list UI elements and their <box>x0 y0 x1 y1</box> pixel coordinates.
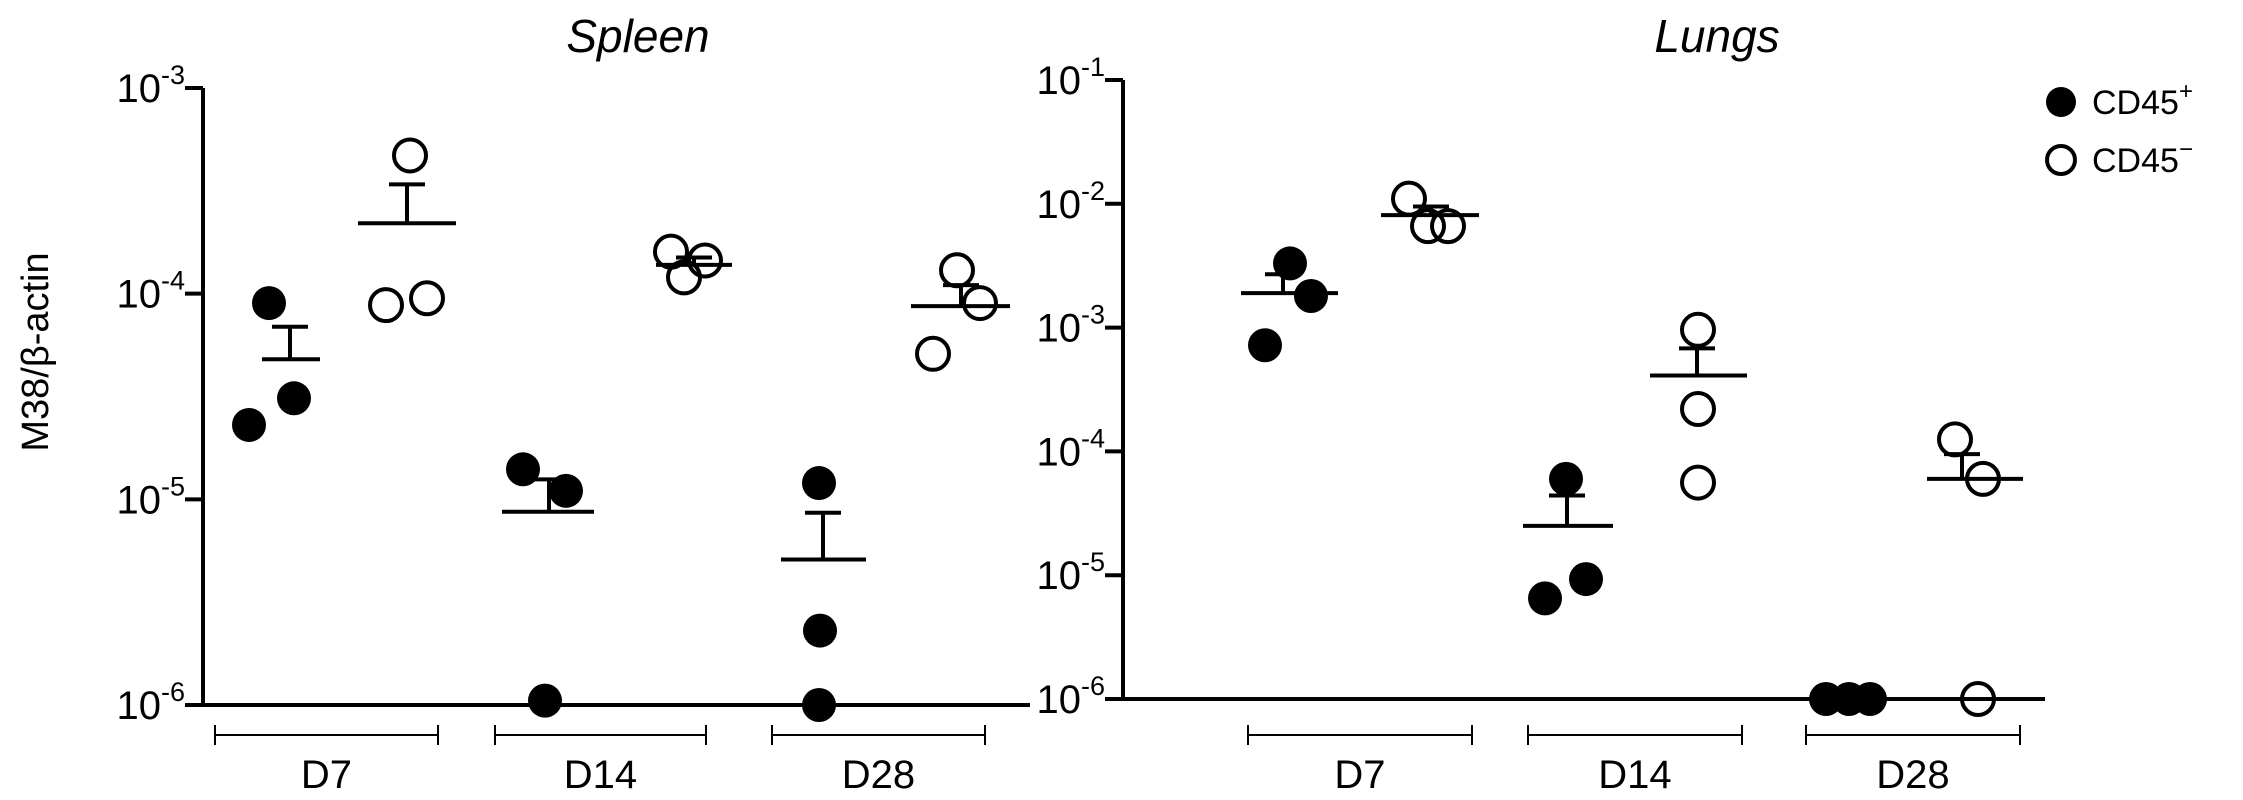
category-label: D14 <box>1598 753 1671 797</box>
y-tick-label: 10-5 <box>1036 547 1105 598</box>
data-point-cd45-neg <box>1965 460 2001 497</box>
y-tick-label: 10-2 <box>1036 176 1105 227</box>
data-point-cd45-neg <box>1680 391 1716 428</box>
data-point-cd45-pos <box>1809 682 1843 716</box>
y-tick-label: 10-3 <box>116 60 185 111</box>
y-axis-label: M38/β-actin <box>15 252 57 451</box>
chart-title: Spleen <box>566 10 709 62</box>
y-tick-label: 10-4 <box>1036 423 1105 474</box>
legend-item-cd45-pos: CD45+ <box>2046 78 2193 122</box>
category-label: D7 <box>301 753 352 797</box>
data-point-cd45-neg <box>939 252 975 289</box>
chart-title: Lungs <box>1654 10 1779 62</box>
data-point-cd45-pos <box>232 407 266 442</box>
legend: CD45+ CD45− <box>2045 78 2193 180</box>
data-point-cd45-pos <box>252 286 286 321</box>
category-label: D14 <box>564 753 637 797</box>
data-point-cd45-neg <box>1680 311 1716 348</box>
y-tick-label: 10-5 <box>116 471 185 522</box>
data-point-cd45-neg <box>409 280 445 317</box>
data-point-cd45-neg <box>1680 464 1716 501</box>
data-point-cd45-pos <box>1528 581 1562 616</box>
data-point-cd45-neg <box>1937 421 1973 458</box>
data-point-cd45-pos <box>528 683 562 718</box>
data-point-cd45-pos <box>549 473 583 508</box>
legend-label: CD45+ <box>2092 78 2193 122</box>
data-point-cd45-pos <box>802 688 836 722</box>
y-tick-label: 10-6 <box>1036 671 1105 722</box>
data-point-cd45-pos <box>803 613 837 648</box>
legend-item-cd45-neg: CD45− <box>2045 136 2193 180</box>
y-tick-label: 10-4 <box>116 266 185 317</box>
data-point-cd45-pos <box>1853 682 1887 716</box>
data-point-cd45-pos <box>277 381 311 416</box>
legend-label: CD45− <box>2092 136 2193 180</box>
category-label: D28 <box>842 753 915 797</box>
data-point-cd45-pos <box>1273 246 1307 281</box>
y-tick-label: 10-3 <box>1036 300 1105 351</box>
data-point-cd45-pos <box>506 452 540 487</box>
category-label: D28 <box>1876 753 1949 797</box>
data-point-cd45-pos <box>1294 278 1328 313</box>
data-point-cd45-neg <box>915 335 951 372</box>
data-point-cd45-neg <box>962 285 998 322</box>
y-tick-label: 10-1 <box>1036 52 1105 103</box>
data-point-cd45-neg <box>1410 208 1446 245</box>
chart-panel-spleen: Spleen 10-3 10-4 10-5 10-6 D7 D14 D28 <box>116 10 1030 797</box>
data-point-cd45-pos <box>1549 461 1583 496</box>
data-point-cd45-pos <box>1248 328 1282 363</box>
data-point-cd45-pos <box>1569 562 1603 597</box>
data-point-cd45-pos <box>802 466 836 501</box>
data-point-cd45-neg <box>368 287 404 324</box>
data-point-cd45-neg <box>1391 180 1427 217</box>
category-label: D7 <box>1334 753 1385 797</box>
data-point-cd45-neg <box>666 259 702 296</box>
filled-circle-marker <box>2046 87 2076 117</box>
y-tick-label: 10-6 <box>116 677 185 728</box>
open-circle-marker <box>2045 144 2077 176</box>
data-point-cd45-neg <box>1960 681 1996 717</box>
data-point-cd45-neg <box>1430 208 1466 245</box>
chart-panel-lungs: Lungs 10-1 10-2 10-3 10-4 10-5 10-6 D7 D14 D28 <box>1036 10 2045 797</box>
data-point-cd45-neg <box>392 137 428 174</box>
